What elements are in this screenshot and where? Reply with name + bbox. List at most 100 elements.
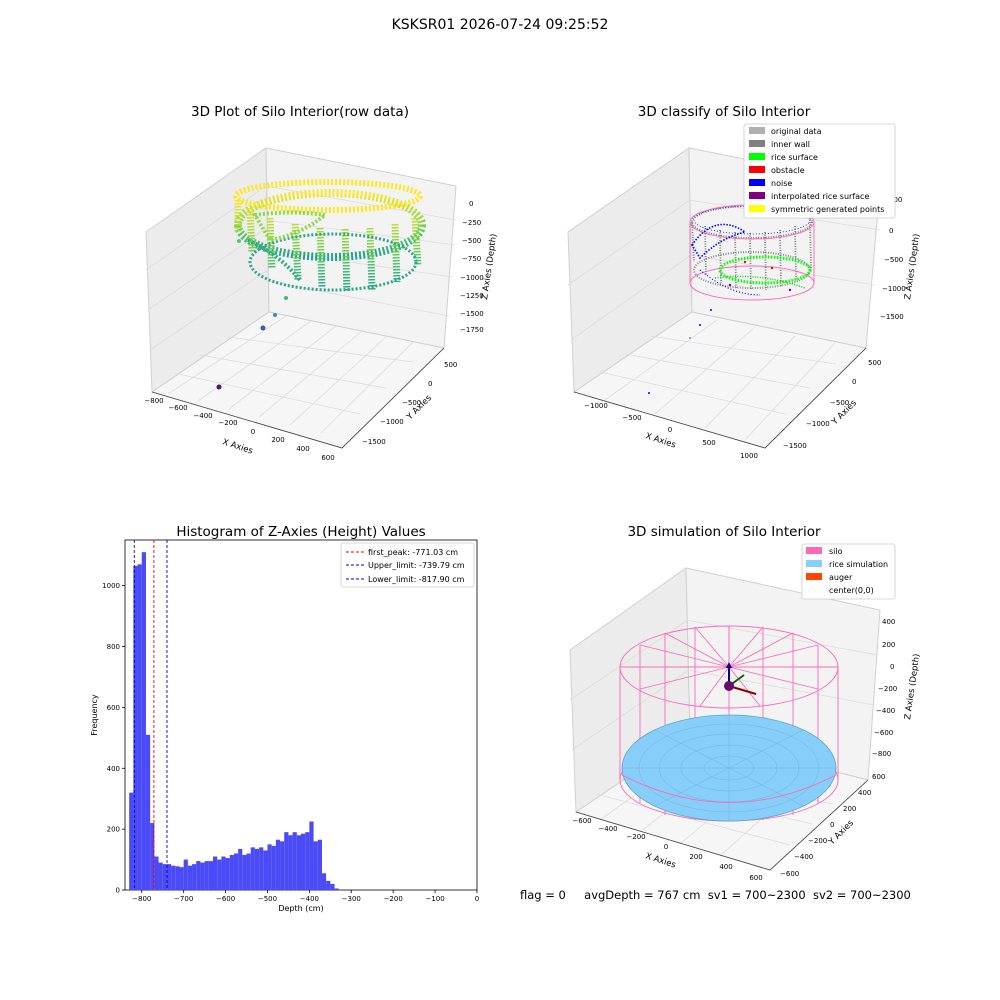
svg-text:400: 400	[858, 789, 871, 797]
histogram-legend: first_peak: -771.03 cm Upper_limit: -739…	[340, 542, 475, 588]
classify-legend: original data inner wall rice surface obsta…	[743, 123, 896, 219]
status-sv1: sv1 = 700~2300	[707, 888, 806, 902]
classify-z-axis-label: Z Axies (Depth)	[903, 233, 922, 300]
simulation-x-axis-label: X Axies	[644, 851, 677, 870]
histogram-y-tick-label: 1000	[102, 582, 120, 590]
svg-text:0: 0	[664, 843, 668, 851]
histogram-bar	[321, 873, 327, 890]
svg-text:−1500: −1500	[783, 442, 807, 450]
svg-text:0: 0	[889, 227, 893, 235]
raw-outlier-point	[260, 325, 266, 331]
svg-text:−600: −600	[874, 729, 893, 737]
classify-tick-labels: −1000 −500 0 500 1000 500 0 −500 −1000 −…	[584, 196, 906, 460]
raw-outlier-point	[237, 239, 241, 243]
svg-text:−800: −800	[144, 397, 163, 405]
raw-tick-labels: −800 −600 −400 −200 0 200 400 600 500 0 …	[144, 200, 483, 462]
histogram-bar	[196, 861, 201, 890]
histogram-bar	[162, 864, 167, 890]
figure-suptitle: KSKSR01 2026-07-24 09:25:52	[391, 17, 609, 33]
simulation-legend-swatch	[806, 547, 822, 554]
histogram-bar	[200, 862, 205, 890]
classify-legend-swatch	[749, 127, 765, 134]
histogram-bar	[284, 832, 289, 890]
svg-text:−800: −800	[872, 750, 891, 758]
histogram-bars	[129, 552, 339, 890]
simulation-legend: silo rice simulation auger center(0,0)	[801, 543, 896, 600]
raw-outlier-point	[284, 296, 288, 300]
histogram-bar	[154, 856, 159, 890]
histogram-bar	[179, 867, 184, 890]
histogram-bar	[275, 839, 281, 890]
svg-text:−1500: −1500	[362, 438, 386, 446]
svg-text:−200: −200	[878, 685, 897, 693]
classify-legend-swatch	[749, 192, 765, 199]
svg-text:−600: −600	[572, 817, 591, 825]
classify-legend-swatch	[749, 166, 765, 173]
classify-panel-title: 3D classify of Silo Interior	[637, 104, 811, 120]
raw-x-axis-label: X Axies	[221, 437, 254, 456]
svg-text:400: 400	[719, 863, 732, 871]
histogram-bar	[271, 845, 276, 890]
histogram-bar	[225, 858, 230, 890]
svg-text:−500: −500	[622, 414, 641, 422]
histogram-x-tick-label: −400	[300, 895, 319, 903]
svg-text:600: 600	[872, 773, 885, 781]
histogram-bar	[259, 847, 264, 890]
histogram-bar	[263, 850, 268, 890]
histogram-bar	[229, 855, 234, 890]
histogram-bar	[221, 856, 226, 890]
svg-text:0: 0	[469, 200, 473, 208]
svg-text:1000: 1000	[740, 452, 758, 460]
histogram-bar	[246, 853, 251, 890]
histogram-bar	[330, 883, 335, 890]
histogram-bar	[150, 823, 155, 890]
svg-text:0: 0	[668, 426, 672, 434]
histogram-bar	[296, 835, 301, 890]
svg-text:500: 500	[889, 196, 902, 204]
classify-gridlines	[567, 199, 881, 441]
histogram-bar	[133, 565, 138, 890]
raw-silo-points	[233, 179, 426, 293]
svg-text:−200: −200	[808, 837, 827, 845]
classify-legend-swatch	[749, 179, 765, 186]
raw-axis-lines	[151, 347, 445, 449]
status-sv2: sv2 = 700~2300	[812, 888, 911, 902]
classify-legend-label: obstacle	[771, 166, 805, 175]
svg-text:−1000: −1000	[806, 420, 830, 428]
histogram-bar	[233, 853, 239, 890]
svg-text:−1250: −1250	[460, 292, 484, 300]
simulation-legend-label: center(0,0)	[829, 586, 874, 595]
svg-text:200: 200	[843, 805, 856, 813]
svg-text:−250: −250	[462, 219, 481, 227]
histogram-bar	[129, 792, 134, 890]
histogram-bar	[288, 835, 293, 890]
classify-legend-label: noise	[771, 179, 792, 188]
legend-upper-limit: Upper_limit: -739.79 cm	[368, 561, 465, 570]
histogram-x-tick-label: −600	[216, 895, 235, 903]
classify-legend-label: interpolated rice surface	[771, 192, 869, 201]
svg-text:0: 0	[428, 380, 432, 388]
svg-text:200: 200	[271, 436, 284, 444]
histogram-x-tick-label: −700	[174, 895, 193, 903]
svg-text:0: 0	[251, 428, 255, 436]
svg-text:−400: −400	[794, 853, 813, 861]
svg-text:600: 600	[749, 874, 762, 882]
histogram-y-axis-label: Frequency	[90, 694, 99, 736]
status-flag: flag = 0	[520, 888, 566, 902]
histogram-bar	[217, 859, 222, 890]
histogram-bar	[267, 844, 272, 890]
raw-y-axis-label: Y Axies	[404, 393, 434, 423]
legend-lower-limit: Lower_limit: -817.90 cm	[368, 575, 465, 584]
svg-text:−1000: −1000	[460, 274, 484, 282]
svg-text:0: 0	[890, 663, 894, 671]
histogram-x-ticks: −800 −700 −600 −500 −400 −300 −200 −100 0	[132, 890, 479, 903]
histogram-bar	[171, 865, 176, 890]
histogram-x-tick-label: 0	[475, 895, 479, 903]
histogram-bar	[187, 865, 193, 890]
raw-panel-title: 3D Plot of Silo Interior(row data)	[191, 104, 409, 120]
svg-text:−1000: −1000	[584, 402, 608, 410]
simulation-axis-lines	[575, 779, 869, 871]
histogram-y-tick-label: 200	[107, 826, 120, 834]
svg-text:−500: −500	[884, 256, 903, 264]
histogram-bar	[301, 833, 306, 890]
